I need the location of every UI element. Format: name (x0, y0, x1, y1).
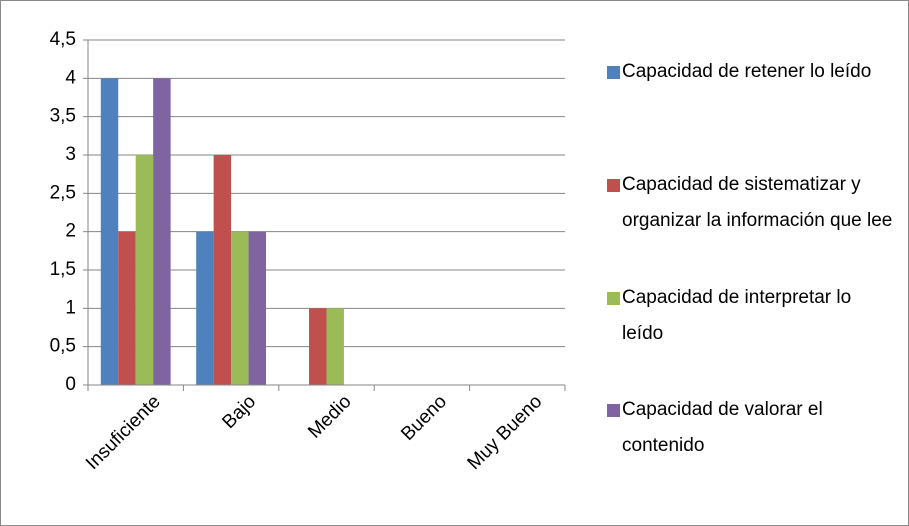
bar (196, 231, 214, 385)
legend-swatch (607, 179, 620, 192)
bar (248, 231, 267, 385)
y-tick-label: 3 (65, 144, 76, 165)
legend-item: Capacidad de interpretar lo leído (604, 280, 894, 352)
legend-label: Capacidad de sistematizar y organizar la… (622, 174, 893, 231)
legend-item: Capacidad de retener lo leído (604, 54, 894, 90)
legend-swatch (607, 404, 620, 417)
y-tick-label: 1,5 (50, 259, 76, 280)
y-tick-label: 4 (65, 67, 76, 88)
legend-label: Capacidad de valorar el contenido (622, 399, 823, 456)
bar (309, 308, 327, 385)
legend-item: Capacidad de valorar el contenido (604, 392, 894, 464)
legend-item: Capacidad de sistematizar y organizar la… (604, 167, 894, 239)
bar (100, 78, 119, 385)
bar (213, 155, 232, 385)
legend-label: Capacidad de interpretar lo leído (622, 287, 852, 344)
bar (326, 308, 344, 385)
bar (153, 78, 171, 385)
y-tick-label: 4,5 (50, 29, 76, 50)
y-tick-label: 1 (65, 297, 76, 318)
y-tick-label: 0 (65, 374, 76, 395)
y-tick-label: 2,5 (50, 182, 76, 203)
legend-swatch (607, 66, 620, 79)
bar (135, 155, 154, 385)
legend-swatch (607, 292, 620, 305)
y-tick-label: 2 (65, 221, 76, 242)
bar (118, 231, 136, 385)
bar (231, 231, 249, 385)
y-tick-label: 0,5 (50, 336, 76, 357)
y-tick-label: 3,5 (50, 106, 76, 127)
legend-label: Capacidad de retener lo leído (622, 61, 872, 82)
